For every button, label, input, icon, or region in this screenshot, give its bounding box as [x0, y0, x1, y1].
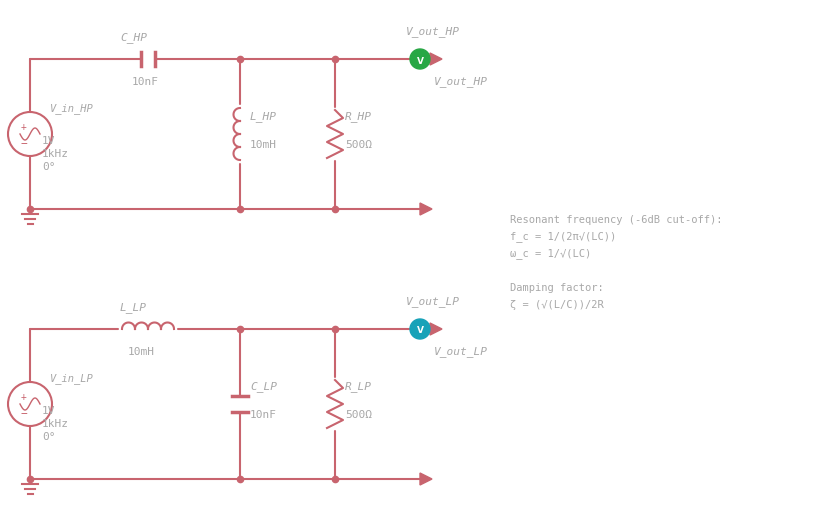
Text: V: V	[416, 326, 424, 335]
Text: f_c = 1/(2π√(LC)): f_c = 1/(2π√(LC))	[510, 231, 616, 242]
Text: V_in_HP: V_in_HP	[50, 103, 93, 114]
Text: R_LP: R_LP	[345, 381, 372, 392]
Text: 0°: 0°	[42, 431, 55, 441]
Polygon shape	[430, 323, 442, 335]
Text: 10mH: 10mH	[250, 140, 277, 150]
Text: 0°: 0°	[42, 162, 55, 172]
Text: V_out_LP: V_out_LP	[434, 346, 488, 357]
Circle shape	[410, 319, 430, 340]
Polygon shape	[420, 204, 432, 216]
Text: 500Ω: 500Ω	[345, 409, 372, 419]
Polygon shape	[430, 54, 442, 66]
Text: ζ = (√(L/C))/2R: ζ = (√(L/C))/2R	[510, 299, 604, 309]
Text: V_out_LP: V_out_LP	[406, 296, 460, 307]
Text: ω_c = 1/√(LC): ω_c = 1/√(LC)	[510, 248, 591, 259]
Text: V_out_HP: V_out_HP	[406, 26, 460, 37]
Text: +: +	[21, 122, 27, 132]
Text: V_out_HP: V_out_HP	[434, 76, 488, 87]
Polygon shape	[420, 473, 432, 485]
Text: 1V: 1V	[42, 405, 55, 415]
Text: Damping factor:: Damping factor:	[510, 282, 604, 293]
Text: 10mH: 10mH	[128, 346, 155, 356]
Text: +: +	[21, 391, 27, 401]
Text: C_LP: C_LP	[250, 381, 277, 392]
Text: V_in_LP: V_in_LP	[50, 373, 93, 384]
Text: 10nF: 10nF	[132, 77, 159, 87]
Text: L_LP: L_LP	[120, 302, 147, 313]
Text: 1kHz: 1kHz	[42, 418, 69, 428]
Text: −: −	[21, 139, 27, 149]
Text: R_HP: R_HP	[345, 111, 372, 122]
Text: Resonant frequency (-6dB cut-off):: Resonant frequency (-6dB cut-off):	[510, 215, 723, 224]
Text: L_HP: L_HP	[250, 111, 277, 122]
Circle shape	[410, 50, 430, 70]
Text: 1V: 1V	[42, 136, 55, 146]
Text: V: V	[416, 56, 424, 65]
Text: C_HP: C_HP	[120, 33, 147, 43]
Text: 500Ω: 500Ω	[345, 140, 372, 150]
Text: 10nF: 10nF	[250, 409, 277, 419]
Text: 1kHz: 1kHz	[42, 149, 69, 159]
Text: −: −	[21, 408, 27, 418]
